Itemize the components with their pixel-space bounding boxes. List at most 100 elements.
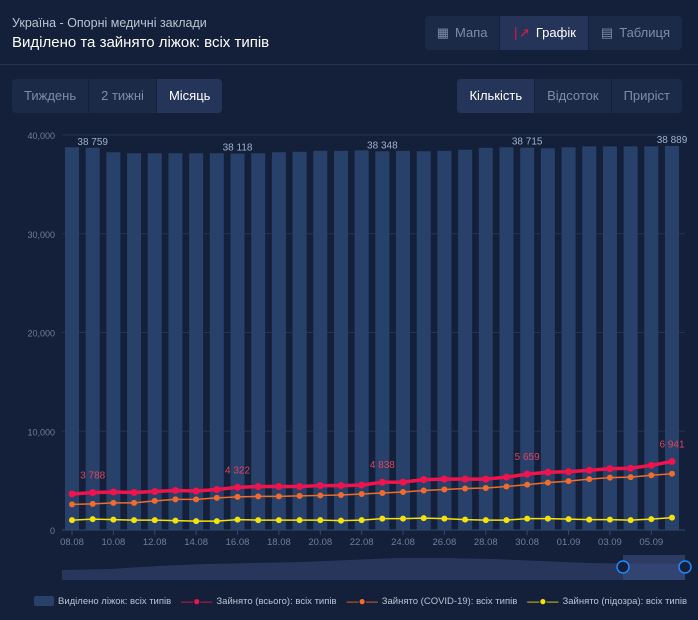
data-point <box>462 485 469 492</box>
bar <box>168 153 183 531</box>
data-point <box>441 515 448 522</box>
data-point <box>213 486 221 494</box>
data-point <box>172 496 179 503</box>
bar <box>292 151 307 530</box>
tab-map[interactable]: ▦ Мапа <box>425 16 501 50</box>
data-point <box>296 492 303 499</box>
bar <box>85 147 100 530</box>
series-line <box>71 472 673 506</box>
data-point <box>337 517 344 524</box>
y-tick-label: 30,000 <box>27 230 55 240</box>
tab-month[interactable]: Місяць <box>156 79 223 113</box>
data-point <box>275 483 283 491</box>
bar <box>313 150 328 531</box>
view-tabs: ▦ Мапа ∣↗ Графік ▤ Таблиця <box>424 16 682 50</box>
data-point <box>109 488 117 496</box>
x-tick-label: 08.08 <box>60 537 84 548</box>
data-point <box>627 517 634 524</box>
data-point <box>544 515 551 522</box>
x-tick-label: 30.08 <box>515 537 539 548</box>
data-point <box>337 482 345 490</box>
bar <box>416 151 431 530</box>
data-point <box>523 470 531 478</box>
bar <box>623 146 638 530</box>
tab-week[interactable]: Тиждень <box>12 79 90 113</box>
data-point <box>110 499 117 506</box>
data-point <box>420 476 428 484</box>
legend-item-covid[interactable]: —●— Зайнято (COVID-19): всіх типів <box>346 594 518 608</box>
bar <box>65 147 79 530</box>
navigator-handle[interactable] <box>616 560 630 574</box>
bar-data-label: 38 889 <box>657 135 688 146</box>
data-point <box>400 488 407 495</box>
tab-2-weeks[interactable]: 2 тижні <box>89 79 157 113</box>
bar <box>582 146 597 530</box>
y-tick-label: 0 <box>50 526 55 536</box>
data-point <box>627 464 635 472</box>
tab-chart[interactable]: ∣↗ Графік <box>500 16 589 50</box>
y-tick-label: 10,000 <box>27 427 55 437</box>
navigator-handle[interactable] <box>678 560 692 574</box>
series-line <box>71 516 673 522</box>
line-data-label: 3 788 <box>80 471 105 482</box>
x-tick-label: 22.08 <box>350 537 374 548</box>
tab-growth[interactable]: Приріст <box>623 88 670 103</box>
data-point <box>234 516 241 523</box>
data-point <box>296 517 303 524</box>
y-tick-label: 20,000 <box>27 329 55 339</box>
data-point <box>151 487 159 495</box>
bar-data-label: 38 348 <box>367 140 398 151</box>
tab-table[interactable]: ▤ Таблиця <box>589 16 682 50</box>
tab-percent[interactable]: Відсоток <box>535 79 612 113</box>
line-chart-icon: ∣↗ <box>512 25 530 40</box>
x-tick-label: 18.08 <box>267 537 291 548</box>
data-point <box>110 516 117 523</box>
data-point <box>234 493 241 500</box>
tab-count[interactable]: Кількість <box>457 79 536 113</box>
bar <box>561 147 576 530</box>
data-point <box>606 474 613 481</box>
line-marker-icon: —●— <box>346 594 378 608</box>
line-data-label: 4 838 <box>370 460 395 471</box>
data-point <box>647 461 655 469</box>
navigator-area <box>62 558 685 580</box>
line-data-label: 6 941 <box>659 439 684 450</box>
navigator-selection <box>623 555 685 580</box>
data-point <box>275 493 282 500</box>
data-point <box>192 487 200 495</box>
data-point <box>669 470 675 477</box>
data-point <box>296 483 304 491</box>
data-point <box>502 473 510 481</box>
data-point <box>69 517 75 524</box>
legend-item-allocated[interactable]: Виділено ліжок: всіх типів <box>34 596 171 607</box>
bar <box>127 153 142 531</box>
legend-item-total[interactable]: —●— Зайнято (всього): всіх типів <box>181 594 337 608</box>
data-point <box>234 483 242 491</box>
bar <box>520 147 535 530</box>
data-point <box>255 493 262 500</box>
bar <box>478 147 493 530</box>
bar <box>271 152 286 530</box>
data-point <box>648 472 655 479</box>
legend-item-suspected[interactable]: —●— Зайнято (підозра): всіх типів <box>527 594 688 608</box>
data-point <box>131 499 138 506</box>
data-point <box>648 516 655 523</box>
data-point <box>358 490 365 497</box>
data-point <box>254 483 262 491</box>
data-point <box>193 496 200 503</box>
data-point <box>275 517 282 524</box>
data-point <box>379 515 386 522</box>
bar <box>396 150 411 531</box>
line-marker-icon: —●— <box>527 594 559 608</box>
bar <box>375 151 390 530</box>
bar-data-label: 38 759 <box>77 137 108 148</box>
bar <box>230 153 245 530</box>
data-point <box>255 517 262 524</box>
data-point <box>627 474 634 481</box>
bar <box>602 146 617 530</box>
bar-data-label: 38 715 <box>512 137 543 148</box>
line-data-label: 4 322 <box>225 465 250 476</box>
data-point <box>358 517 365 524</box>
data-point <box>462 516 469 523</box>
data-point <box>503 483 510 490</box>
